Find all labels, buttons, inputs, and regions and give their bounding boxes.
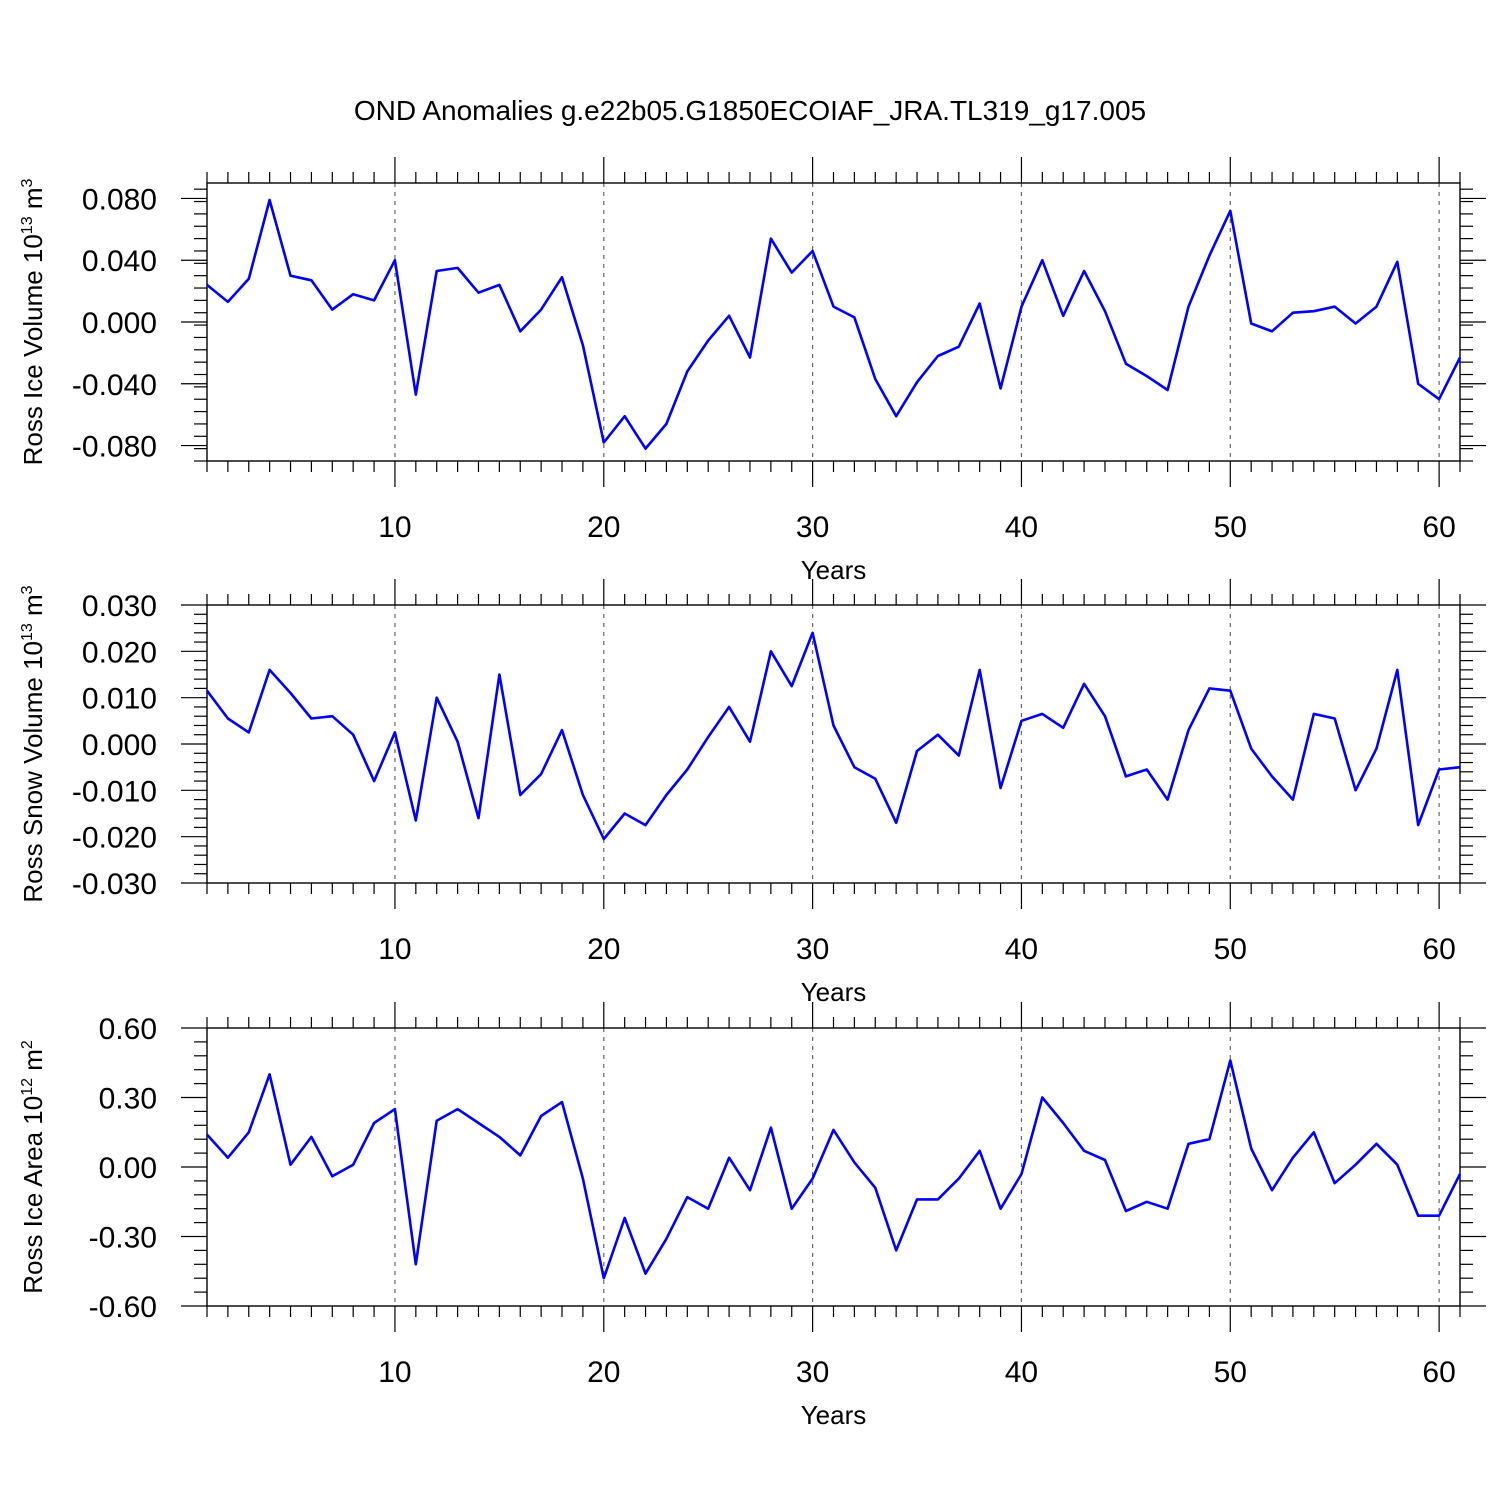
y-tick-label: -0.080	[72, 431, 157, 464]
x-tick-label: 40	[1005, 933, 1038, 966]
figure-title: OND Anomalies g.e22b05.G1850ECOIAF_JRA.T…	[354, 95, 1146, 126]
y-axis-label: Ross Ice Area 1012 m2	[18, 1040, 48, 1294]
y-axis-label: Ross Snow Volume 1013 m3	[18, 585, 48, 902]
y-tick-label: 0.030	[82, 590, 157, 623]
y-tick-label: 0.30	[99, 1083, 157, 1116]
x-tick-label: 10	[378, 511, 411, 544]
x-axis-label: Years	[801, 555, 867, 585]
x-tick-label: 20	[587, 1356, 620, 1389]
series-line	[206, 198, 1462, 450]
x-axis-label: Years	[801, 1400, 867, 1430]
x-tick-label: 60	[1422, 933, 1455, 966]
x-tick-label: 60	[1422, 1356, 1455, 1389]
y-tick-label: -0.030	[72, 868, 157, 901]
x-tick-label: 30	[796, 511, 829, 544]
x-tick-label: 10	[378, 933, 411, 966]
y-tick-label: 0.000	[82, 307, 157, 340]
series-line	[206, 1059, 1462, 1280]
panels: 10 20 30 40 50 60 -0.080 -0.040 0.000 0.040 0.080 Y…	[18, 157, 1486, 1430]
y-tick-label: -0.040	[72, 369, 157, 402]
x-tick-label: 50	[1214, 511, 1247, 544]
x-tick-label: 30	[796, 933, 829, 966]
x-tick-label: 50	[1214, 1356, 1247, 1389]
y-tick-label: -0.30	[89, 1222, 157, 1255]
x-tick-label: 60	[1422, 511, 1455, 544]
x-tick-label: 20	[587, 511, 620, 544]
x-tick-label: 30	[796, 1356, 829, 1389]
y-tick-label: 0.020	[82, 636, 157, 669]
y-tick-label: 0.00	[99, 1152, 157, 1185]
x-tick-label: 50	[1214, 933, 1247, 966]
panel-3: 10 20 30 40 50 60 -0.60 -0.30 0.00 0.30 0.60 Years R…	[18, 1002, 1486, 1430]
panel-1: 10 20 30 40 50 60 -0.080 -0.040 0.000 0.040 0.080 Y…	[18, 157, 1486, 585]
y-tick-label: -0.60	[89, 1291, 157, 1324]
y-axis-label: Ross Ice Volume 1013 m3	[18, 178, 48, 465]
y-tick-label: 0.60	[99, 1013, 157, 1046]
x-tick-label: 40	[1005, 511, 1038, 544]
x-tick-label: 10	[378, 1356, 411, 1389]
x-tick-label: 40	[1005, 1356, 1038, 1389]
x-tick-label: 20	[587, 933, 620, 966]
y-tick-label: -0.010	[72, 775, 157, 808]
y-tick-label: 0.040	[82, 245, 157, 278]
y-tick-label: 0.010	[82, 683, 157, 716]
y-tick-label: -0.020	[72, 822, 157, 855]
y-tick-label: 0.000	[82, 729, 157, 762]
series-line	[205, 631, 1461, 841]
panel-2: 10 20 30 40 50 60 -0.030 -0.020 -0.010 0.000 0.010…	[18, 579, 1486, 1007]
y-tick-label: 0.080	[82, 183, 157, 216]
x-axis-label: Years	[801, 977, 867, 1007]
